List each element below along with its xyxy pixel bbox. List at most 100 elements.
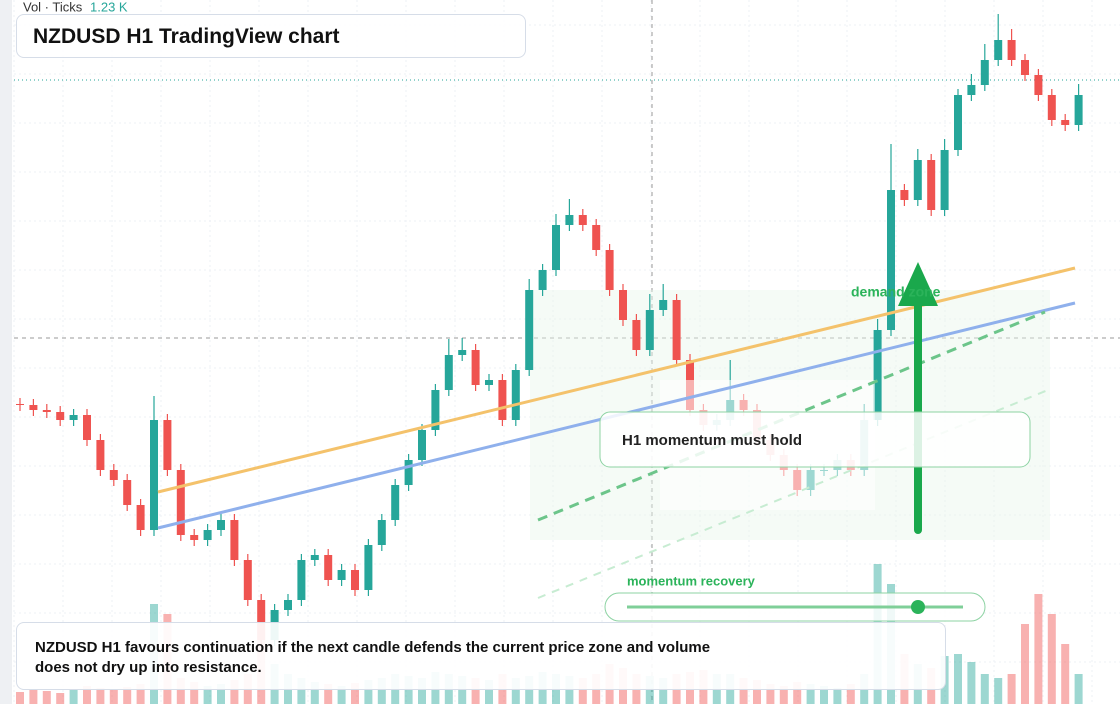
candle-body <box>645 310 654 350</box>
volume-bar <box>980 674 989 704</box>
volume-bar <box>310 682 319 704</box>
volume-bar <box>337 686 346 704</box>
title-box: NZDUSD H1 TradingView chart <box>16 14 526 58</box>
volume-bar <box>42 691 51 704</box>
volume-bar <box>820 686 828 704</box>
volume-bar <box>136 684 145 704</box>
candle-body <box>163 420 172 470</box>
volume-bar <box>659 678 668 704</box>
volume-bar <box>846 684 855 704</box>
candle-body <box>284 600 292 610</box>
volume-bar <box>1074 674 1083 704</box>
candle-body <box>42 410 51 412</box>
arrow-head <box>898 262 938 306</box>
candle-body <box>1074 95 1083 125</box>
candle-body <box>927 160 936 210</box>
volume-bar <box>324 684 333 704</box>
candle-body <box>203 530 212 540</box>
volume-bar <box>56 693 65 704</box>
candle-body <box>176 470 185 535</box>
candle-body <box>418 430 426 460</box>
volume-label: Vol · Ticks <box>23 0 83 14</box>
volume-bar <box>471 678 480 704</box>
volume-bar <box>485 680 493 704</box>
candle-body <box>217 520 225 530</box>
candle-body <box>324 555 333 580</box>
volume-bar <box>96 688 105 704</box>
candle-body <box>230 520 239 560</box>
candle-body <box>123 480 132 505</box>
volume-bar <box>83 686 91 704</box>
candle-body <box>1021 60 1029 75</box>
candle-body <box>632 320 641 350</box>
candle-body <box>511 370 520 420</box>
candle-body <box>1047 95 1056 120</box>
volume-bar <box>739 678 748 704</box>
candle-body <box>900 190 909 200</box>
candle-body <box>565 215 574 225</box>
candle-body <box>538 270 547 290</box>
candle-body <box>619 290 627 320</box>
volume-bar <box>364 680 373 704</box>
candle-body <box>525 290 534 370</box>
candle-body <box>391 485 400 520</box>
candle-body <box>404 460 413 485</box>
volume-bar <box>1021 624 1029 704</box>
slider-knob <box>911 600 925 614</box>
candle-body <box>471 350 480 385</box>
slider-label: momentum recovery <box>627 573 756 588</box>
candle-body <box>980 60 989 85</box>
candle-body <box>578 215 587 225</box>
volume-bar <box>69 690 78 704</box>
volume-bar <box>1007 674 1016 704</box>
zone-label: demand zone <box>851 284 941 300</box>
volume-bar <box>123 687 132 704</box>
candle-body <box>243 560 252 600</box>
candle-body <box>337 570 346 580</box>
volume-bar <box>833 688 842 704</box>
candle-body <box>552 225 560 270</box>
volume-bar <box>297 678 306 704</box>
candle-body <box>69 415 78 420</box>
candle-body <box>310 555 319 560</box>
volume-bar <box>565 676 574 704</box>
candle-body <box>431 390 440 430</box>
candle-body <box>940 150 949 210</box>
summary-box: NZDUSD H1 favours continuation if the ne… <box>16 622 946 690</box>
callout-text: H1 momentum must hold <box>622 432 802 449</box>
candle-body <box>444 355 453 390</box>
candle-body <box>672 300 681 360</box>
volume-value: 1.23 K <box>90 0 128 14</box>
volume-bar <box>1034 594 1043 704</box>
candle-body <box>364 545 373 590</box>
candle-body <box>485 380 493 385</box>
volume-bar <box>994 678 1003 704</box>
candle-body <box>498 380 507 420</box>
callout-box <box>599 411 1031 468</box>
volume-bar <box>525 676 534 704</box>
volume-bar <box>511 678 520 704</box>
candle-body <box>967 85 976 95</box>
candle-body <box>954 95 962 150</box>
volume-bar <box>351 683 359 704</box>
candle-body <box>1034 75 1043 95</box>
candle-body <box>351 570 359 590</box>
candle-body <box>16 404 24 405</box>
volume-bar <box>404 676 413 704</box>
candle-body <box>136 505 145 530</box>
candle-body <box>458 350 467 355</box>
volume-bar <box>645 676 654 704</box>
volume-bar <box>230 680 239 704</box>
volume-bar <box>793 682 802 704</box>
candle-body <box>297 560 306 600</box>
volume-bar <box>779 686 788 704</box>
candle-body <box>29 405 38 410</box>
volume-bar <box>176 678 185 704</box>
candle-body <box>1007 40 1016 60</box>
candle-body <box>377 520 386 545</box>
volume-bar <box>967 662 976 704</box>
candle-body <box>592 225 601 250</box>
candle-body <box>96 440 105 470</box>
